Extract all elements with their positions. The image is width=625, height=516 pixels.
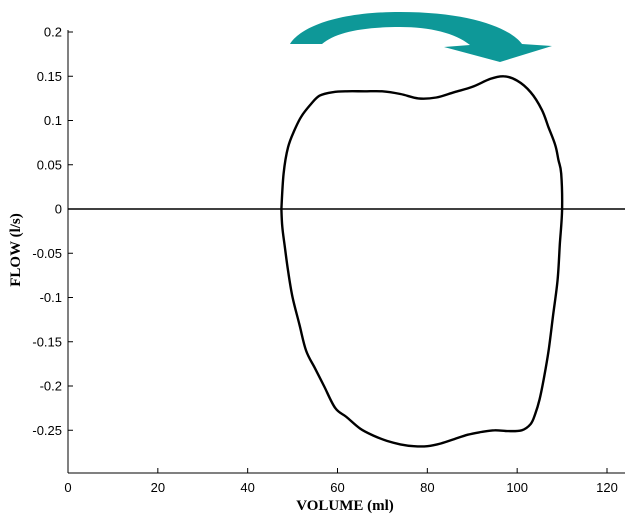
x-tick-label: 120: [596, 480, 618, 495]
x-tick-label: 100: [506, 480, 528, 495]
x-tick-label: 0: [64, 480, 71, 495]
x-tick-label: 40: [240, 480, 254, 495]
y-tick-label: -0.05: [32, 246, 62, 261]
y-tick-label: -0.15: [32, 334, 62, 349]
x-tick-label: 80: [420, 480, 434, 495]
flow-volume-loop-series: [280, 75, 564, 448]
y-tick-label: 0.15: [37, 69, 62, 84]
y-tick-label: 0.2: [44, 25, 62, 40]
x-tick-label: 20: [151, 480, 165, 495]
y-axis-ticks: 0.2 0.15 0.1 0.05 0 -0.05 -0.1 -0.15 -0.2 -0.25: [32, 25, 73, 438]
x-axis-ticks: 0 20 40 60 80 100 120: [64, 468, 618, 495]
y-tick-label: 0.1: [44, 113, 62, 128]
y-tick-label: -0.25: [32, 423, 62, 438]
x-tick-label: 60: [330, 480, 344, 495]
y-tick-label: 0.05: [37, 157, 62, 172]
y-axis-title: FLOW (l/s): [8, 213, 24, 286]
y-tick-label: 0: [55, 202, 62, 217]
x-axis-title: VOLUME (ml): [296, 498, 394, 514]
y-tick-label: -0.1: [40, 290, 62, 305]
clockwise-direction-arrow-icon: [290, 12, 552, 62]
y-tick-label: -0.2: [40, 379, 62, 394]
